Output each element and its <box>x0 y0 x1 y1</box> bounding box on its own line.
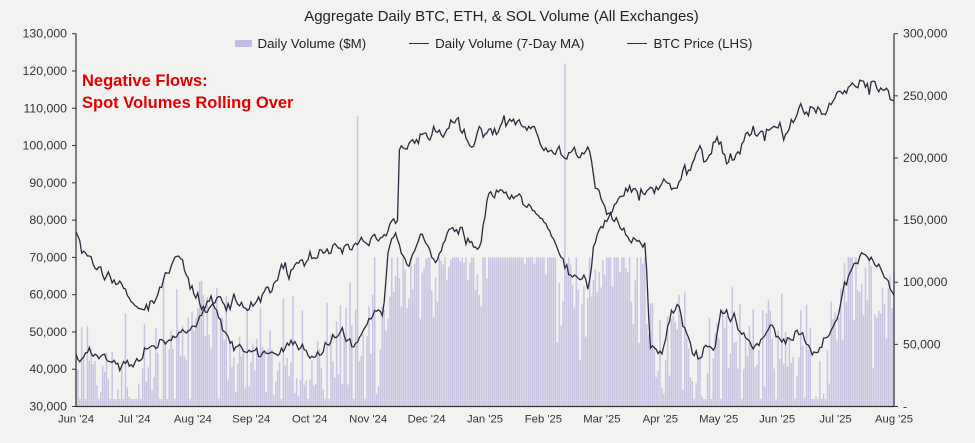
svg-text:Apr '25: Apr '25 <box>643 414 678 426</box>
svg-text:30,000: 30,000 <box>29 400 67 414</box>
svg-text:100,000: 100,000 <box>23 139 68 153</box>
svg-text:Jun '24: Jun '24 <box>58 414 94 426</box>
svg-text:300,000: 300,000 <box>903 27 948 41</box>
svg-text:May '25: May '25 <box>699 414 738 426</box>
svg-text:100,000: 100,000 <box>903 275 948 289</box>
svg-text:130,000: 130,000 <box>23 27 68 41</box>
svg-text:110,000: 110,000 <box>23 101 67 115</box>
svg-text:Oct '24: Oct '24 <box>292 414 327 426</box>
svg-text:Dec '24: Dec '24 <box>408 414 446 426</box>
svg-text:90,000: 90,000 <box>29 176 67 190</box>
svg-text:200,000: 200,000 <box>903 151 948 165</box>
svg-text:Nov '24: Nov '24 <box>349 414 387 426</box>
svg-text:50,000: 50,000 <box>903 337 941 351</box>
svg-text:250,000: 250,000 <box>903 89 948 103</box>
svg-text:120,000: 120,000 <box>23 64 68 78</box>
svg-text:Jul '25: Jul '25 <box>819 414 851 426</box>
svg-text:Jul '24: Jul '24 <box>118 414 150 426</box>
svg-text:Aug '24: Aug '24 <box>174 414 212 426</box>
svg-text:70,000: 70,000 <box>29 250 67 264</box>
svg-text:Sep '24: Sep '24 <box>232 414 270 426</box>
svg-text:Aug '25: Aug '25 <box>875 414 913 426</box>
svg-text:80,000: 80,000 <box>29 213 67 227</box>
svg-text:Feb '25: Feb '25 <box>525 414 562 426</box>
svg-text:60,000: 60,000 <box>29 288 67 302</box>
svg-text:40,000: 40,000 <box>29 362 67 376</box>
svg-text:50,000: 50,000 <box>29 325 67 339</box>
svg-text:Jan '25: Jan '25 <box>467 414 503 426</box>
svg-text:150,000: 150,000 <box>903 213 948 227</box>
svg-text:Jun '25: Jun '25 <box>759 414 795 426</box>
svg-text:Mar '25: Mar '25 <box>583 414 620 426</box>
svg-text:-: - <box>903 400 907 414</box>
